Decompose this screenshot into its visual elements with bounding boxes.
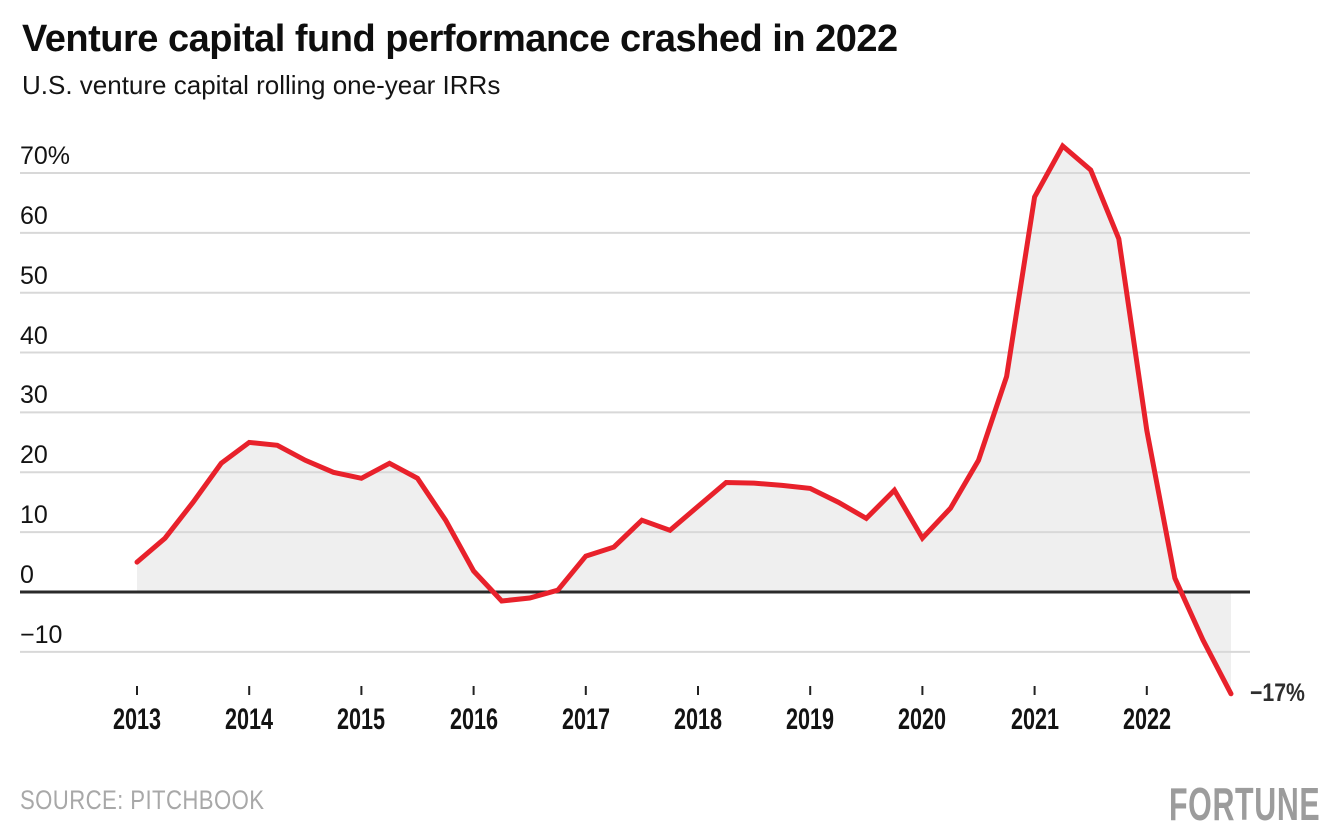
y-axis-label-50: 50 bbox=[20, 261, 48, 290]
x-axis-label-2022: 2022 bbox=[1122, 703, 1171, 736]
irr-line bbox=[134, 142, 1234, 697]
y-axis-label-0: 0 bbox=[20, 561, 34, 589]
x-axis-label-2016: 2016 bbox=[449, 703, 498, 736]
end-value-annotation: −17% bbox=[1249, 678, 1305, 707]
x-axis-label-2019: 2019 bbox=[786, 703, 835, 736]
y-axis-label-70: 70% bbox=[20, 141, 71, 170]
x-axis-label-2013: 2013 bbox=[112, 703, 162, 736]
area-fill bbox=[137, 146, 1231, 694]
x-axis-label-2018: 2018 bbox=[673, 703, 723, 736]
x-axis-label-2014: 2014 bbox=[225, 703, 274, 736]
chart-subtitle: U.S. venture capital rolling one-year IR… bbox=[22, 70, 501, 100]
source-credit: SOURCE: PITCHBOOK bbox=[20, 785, 265, 815]
y-axis-label-40: 40 bbox=[20, 321, 48, 350]
y-axis-label-60: 60 bbox=[20, 201, 48, 230]
x-axis-label-2021: 2021 bbox=[1010, 703, 1059, 736]
x-axis-label-2017: 2017 bbox=[561, 703, 610, 736]
fortune-logo: FORTUNE bbox=[1168, 778, 1320, 830]
y-axis-label-30: 30 bbox=[20, 381, 48, 410]
chart-title: Venture capital fund performance crashed… bbox=[22, 18, 898, 60]
y-axis-label-10: 10 bbox=[20, 501, 48, 530]
x-axis-label-2020: 2020 bbox=[898, 703, 947, 736]
y-axis-label-20: 20 bbox=[20, 441, 48, 470]
y-axis-label--10: −10 bbox=[20, 620, 63, 649]
x-axis-label-2015: 2015 bbox=[337, 703, 386, 736]
